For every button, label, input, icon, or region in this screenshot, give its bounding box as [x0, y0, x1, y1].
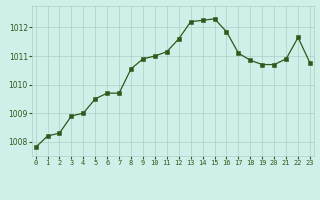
- Text: Graphe pression niveau de la mer (hPa): Graphe pression niveau de la mer (hPa): [58, 183, 262, 192]
